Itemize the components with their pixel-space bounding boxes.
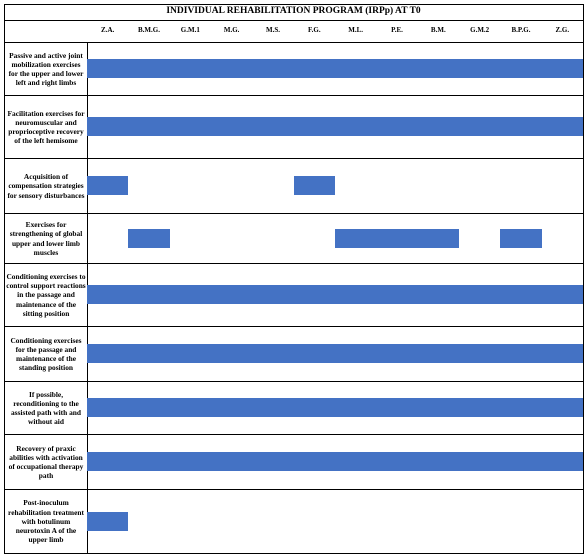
schedule-bar <box>87 59 583 78</box>
table-title: INDIVIDUAL REHABILITATION PROGRAM (IRPp)… <box>166 6 421 16</box>
schedule-bar <box>87 452 583 471</box>
row-border <box>4 489 583 490</box>
row-border <box>4 95 583 96</box>
row-border <box>4 263 583 264</box>
column-header: M.L. <box>348 26 364 34</box>
row-border <box>4 213 583 214</box>
row-label: Acquisition of compensation strategies f… <box>7 172 85 200</box>
schedule-bar <box>128 228 170 248</box>
column-header: B.P.G. <box>511 26 531 34</box>
row-label: Conditioning exercises for the passage a… <box>10 335 82 373</box>
row-label: Exercises for strengthening of global up… <box>9 220 83 257</box>
schedule-bar <box>87 285 583 304</box>
border <box>4 4 583 5</box>
column-header: G.M.1 <box>180 26 200 34</box>
column-header: M.S. <box>265 26 280 34</box>
row-border <box>4 434 583 435</box>
border <box>4 4 5 554</box>
column-header: Z.G. <box>555 26 570 34</box>
border <box>583 4 584 554</box>
column-header: B.M.G. <box>138 26 160 34</box>
column-header: F.G. <box>308 26 321 34</box>
row-label: If possible, reconditioning to the assis… <box>10 389 82 427</box>
schedule-bar <box>293 176 335 195</box>
row-label: Facilitation exercises for neuromuscular… <box>7 108 85 146</box>
border <box>4 553 583 554</box>
row-label: Conditioning exercises to control suppor… <box>6 271 86 318</box>
schedule-bar <box>335 228 459 248</box>
row-label: Post-inoculum rehabilitation treatment w… <box>8 498 84 545</box>
schedule-bar <box>500 228 542 248</box>
column-header: G.M.2 <box>470 26 490 34</box>
border <box>4 20 583 21</box>
schedule-bar <box>87 176 129 195</box>
row-label: Passive and active joint mobilization ex… <box>8 50 84 88</box>
schedule-bar <box>87 344 583 363</box>
row-border <box>4 381 583 382</box>
row-border <box>4 326 583 327</box>
column-header: B.M. <box>430 26 446 34</box>
row-border <box>4 158 583 159</box>
column-header: Z.A. <box>101 26 115 34</box>
row-label: Recovery of praxic abilities with activa… <box>8 443 84 481</box>
schedule-bar <box>87 511 129 531</box>
schedule-bar <box>87 117 583 136</box>
row-border <box>4 42 583 43</box>
column-header: M.G. <box>223 26 240 34</box>
column-header: P.E. <box>391 26 403 34</box>
schedule-bar <box>87 398 583 417</box>
